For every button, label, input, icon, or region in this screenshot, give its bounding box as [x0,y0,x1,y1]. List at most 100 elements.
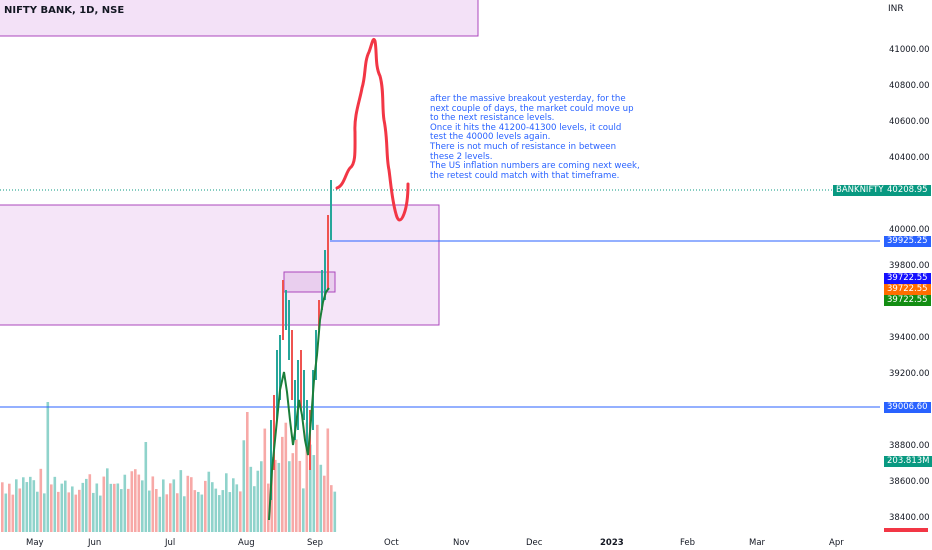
symbol-title[interactable]: NIFTY BANK, 1D, NSE [4,5,125,16]
candle [324,250,326,300]
price-tick: 40800.00 [889,81,930,91]
volume-bar [162,479,165,532]
price-tick: 40600.00 [889,117,930,127]
candle [321,270,323,310]
candle [303,370,305,420]
volume-bar [165,494,169,532]
candle [300,350,302,410]
volume-bar [204,480,207,532]
candle [282,280,284,340]
volume-bar [305,422,309,532]
volume-bar [71,486,74,532]
candle [288,300,290,360]
volume-bar [330,485,333,532]
volume-bar [316,424,319,532]
price-tick: 39200.00 [889,369,930,379]
volume-badge: 203.813M [884,456,932,467]
volume-bar [109,483,113,532]
annotation-line: Once it hits the 41200-41300 levels, it … [430,122,622,133]
time-label: Aug [238,538,255,548]
volume-bar [200,494,204,532]
volume-bar [92,492,95,532]
volume-bar [309,444,312,532]
volume-bar [53,476,57,532]
volume-bar [134,469,137,532]
volume-bar [113,483,116,532]
volume-bar [43,493,46,532]
price-tick: 38400.00 [889,513,930,523]
volume-bar [260,461,263,532]
time-label: Nov [453,538,470,548]
candle [306,400,308,450]
breakout-zone[interactable] [0,204,440,326]
volume-bar [29,476,32,532]
volume-bar [81,482,85,532]
volume-bar [302,488,305,532]
volume-bar [235,484,239,532]
candle [318,300,320,330]
volume-bar [4,493,8,532]
time-label: Dec [526,538,543,548]
volume-bar [116,483,120,532]
volume-bar [333,491,337,532]
volume-bar [228,492,232,532]
volume-bar [32,480,36,532]
volume-bar [277,462,281,532]
projection-drawing[interactable] [335,37,410,222]
volume-bar [127,488,130,532]
price-tick: 39800.00 [889,261,930,271]
text-annotation[interactable]: after the massive breakout yesterday, fo… [430,94,640,181]
candle [273,395,275,470]
volume-bar [253,486,256,532]
volume-bar [25,482,29,532]
time-label: Feb [680,538,695,548]
time-label: Oct [384,538,399,548]
time-label: Mar [749,538,766,548]
candle [285,290,287,330]
volume-bar [67,492,71,532]
volume-bar [57,491,60,532]
time-label: May [26,538,44,548]
annotation-line: There is not much of resistance in betwe… [430,141,617,152]
time-label: Jul [164,538,175,548]
volume-bar [281,436,284,532]
time-label: Apr [829,538,844,548]
annotation-line: test the 40000 levels again. [430,132,551,143]
volume-bar [242,440,246,532]
time-axis[interactable]: May Jun Jul Aug Sep Oct Nov Dec 2023 Feb… [26,538,844,548]
price-tick: 39400.00 [889,333,930,343]
volume-bars [1,402,337,532]
volume-bar [256,470,260,532]
volume-bar [169,483,172,532]
price-badge-c: 39722.55 [884,295,931,306]
volume-bar [106,468,109,532]
price-tick: 38800.00 [889,441,930,451]
volume-bar [218,495,221,532]
top-resistance-zone[interactable] [0,0,479,37]
volume-bar [193,490,197,532]
volume-bar [137,474,141,532]
volume-bar [155,488,158,532]
volume-bar [323,475,326,532]
price-tick: 40400.00 [889,153,930,163]
symbol-badge[interactable]: BANKNIFTY [833,185,887,196]
candle [276,350,278,420]
annotation-line: the retest could match with that timefra… [430,170,620,181]
volume-bar [74,494,78,532]
volume-bar [172,479,176,532]
volume-bar [263,428,267,532]
candle [327,215,329,290]
price-badge-a: 39722.55 [884,273,931,284]
price-axis[interactable]: 41000.00 40800.00 40600.00 40400.00 4000… [889,45,930,523]
volume-bar [284,422,288,532]
volume-bar [8,483,11,532]
time-label: 2023 [600,538,624,548]
volume-bar [60,483,64,532]
price-scale-marker [884,528,928,532]
annotation-line: these 2 levels. [430,151,493,162]
volume-bar [221,490,225,532]
volume-bar [78,489,81,532]
volume-bar [18,488,22,532]
volume-bar [88,474,92,532]
